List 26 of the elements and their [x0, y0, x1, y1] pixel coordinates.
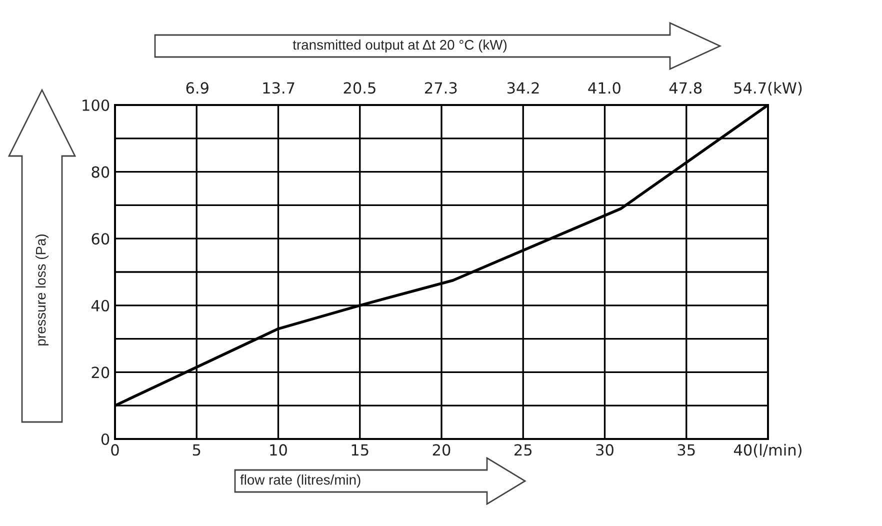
x-tick-label: 20 — [432, 444, 450, 456]
x2-tick-label: 47.8 — [669, 82, 702, 94]
x2-axis-title: transmitted output at Δt 20 °C (kW) — [292, 40, 507, 52]
x-axis-title: flow rate (litres/min) — [240, 474, 360, 488]
y-tick-label: 80 — [92, 166, 110, 178]
x2-tick-label: 6.9 — [186, 82, 208, 94]
x-tick-label: 15 — [352, 444, 368, 456]
x2-tick-label: 41.0 — [588, 82, 620, 94]
x2-tick-label: 20.5 — [344, 82, 376, 94]
x-tick-label: 10 — [270, 444, 287, 456]
x-tick-label: 30 — [596, 444, 614, 456]
x-tick-label: 40(l/min) — [734, 444, 802, 458]
y-axis-title: pressure loss (Pa) — [36, 234, 48, 346]
x-tick-label: 25 — [514, 444, 532, 456]
x2-tick-label: 34.2 — [507, 82, 539, 94]
y-tick-label: 20 — [92, 366, 110, 378]
y-tick-label: 40 — [91, 300, 110, 312]
x-tick-label: 5 — [192, 444, 200, 456]
y-tick-label: 60 — [92, 233, 110, 245]
x-tick-label: 0 — [111, 444, 119, 456]
y-tick-label: 0 — [101, 433, 110, 446]
x2-tick-label: 27.3 — [425, 82, 457, 94]
x2-tick-label: 54.7(kW) — [734, 82, 802, 96]
x2-tick-label: 13.7 — [263, 82, 294, 94]
y-tick-label: 100 — [82, 99, 110, 112]
x-tick-label: 35 — [678, 444, 695, 456]
